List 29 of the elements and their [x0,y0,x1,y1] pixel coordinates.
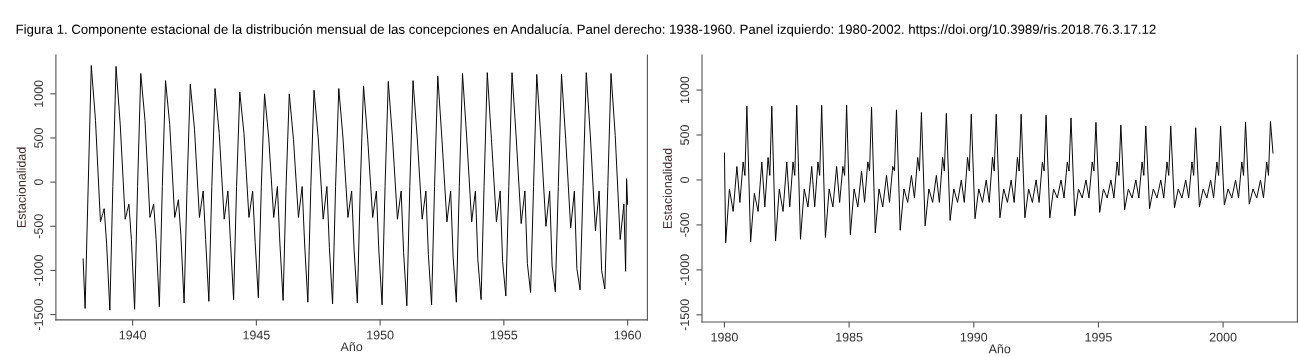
y-tick-label: 500 [680,125,690,145]
y-tick-label: 1000 [680,76,690,103]
x-tick-label: 1960 [614,330,642,340]
y-tick-label: -1500 [680,299,690,331]
x-tick-label: 1945 [243,330,270,340]
y-tick-label: 1000 [34,80,44,107]
x-axis-title: Año [988,344,1011,354]
x-axis-title: Año [340,342,363,352]
y-tick-label: 0 [680,176,690,183]
y-tick-label: 0 [34,179,44,186]
x-tick-label: 1940 [119,330,147,340]
chart-title: Figura 1. Componente estacional de la distribución mensual de las concepciones en Andalucía. Panel derecho: 1938-1960. Panel izquierdo: 1980-2002. https://doi.org/10.3989/ris.2018.76.3.17.12 [16,24,1156,37]
y-tick-label: -500 [680,212,690,237]
line-series [82,65,629,311]
x-tick-label: 1955 [490,330,518,340]
y-tick-label: -1500 [34,299,44,330]
x-tick-label: 1950 [367,330,394,340]
x-tick-label: 1990 [960,332,988,342]
y-axis-title: Estacionalidad [662,148,672,229]
line-series [723,104,1274,244]
y-tick-label: 500 [34,128,44,148]
x-tick-label: 2000 [1209,332,1237,342]
y-axis-title: Estacionalidad [16,147,26,228]
x-tick-label: 1985 [836,332,863,342]
x-tick-label: 1980 [711,332,738,342]
y-tick-label: -500 [34,214,44,239]
y-tick-label: -1000 [34,254,44,286]
x-tick-label: 1995 [1085,332,1112,342]
y-tick-label: -1000 [680,254,690,286]
